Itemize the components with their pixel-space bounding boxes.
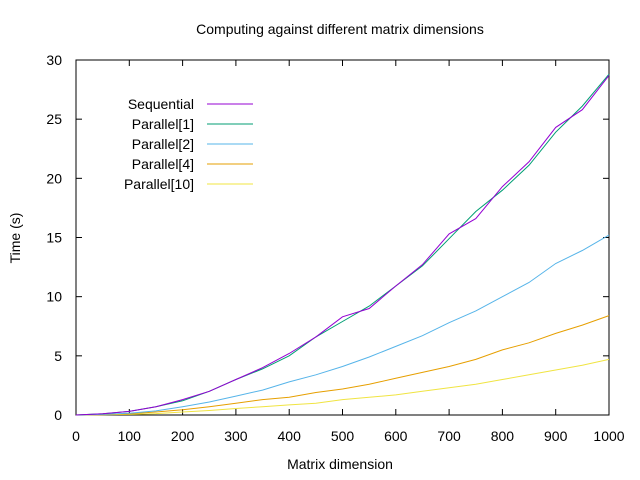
legend-label: Parallel[4] [132,156,194,172]
x-tick-label: 0 [72,428,80,444]
chart-title: Computing against different matrix dimen… [196,21,484,37]
series-line-parallel-2 [75,234,610,416]
y-tick-label: 15 [46,230,62,246]
y-tick-label: 25 [46,111,62,127]
x-tick-label: 800 [491,428,515,444]
y-tick-label: 0 [54,407,62,423]
x-tick-label: 100 [118,428,142,444]
series-line-parallel-10 [75,358,610,416]
y-tick-label: 10 [46,289,62,305]
series-line-parallel-4 [75,315,610,416]
x-tick-label: 700 [437,428,461,444]
x-axis: 0 100 200 300 400 500 600 700 800 900 1000 [72,60,625,444]
x-axis-label: Matrix dimension [287,456,393,472]
legend-label: Sequential [128,96,194,112]
plot-frame [75,59,610,416]
legend: Sequential Parallel[1] Parallel[2] Parallel… [124,96,253,192]
y-axis-label: Time (s) [7,213,23,264]
x-tick-label: 500 [331,428,355,444]
x-tick-label: 400 [278,428,302,444]
series-line-sequential [75,75,610,416]
legend-label: Parallel[2] [132,136,194,152]
x-tick-label: 300 [224,428,248,444]
y-axis: 0 5 10 15 20 25 30 [46,52,609,423]
y-tick-label: 30 [46,52,62,68]
series-lines [75,73,610,416]
y-tick-label: 5 [54,348,62,364]
x-tick-label: 200 [171,428,195,444]
legend-label: Parallel[1] [132,116,194,132]
x-tick-label: 600 [384,428,408,444]
legend-label: Parallel[10] [124,176,194,192]
y-tick-label: 20 [46,170,62,186]
x-tick-label: 1000 [593,428,624,444]
x-tick-label: 900 [544,428,568,444]
